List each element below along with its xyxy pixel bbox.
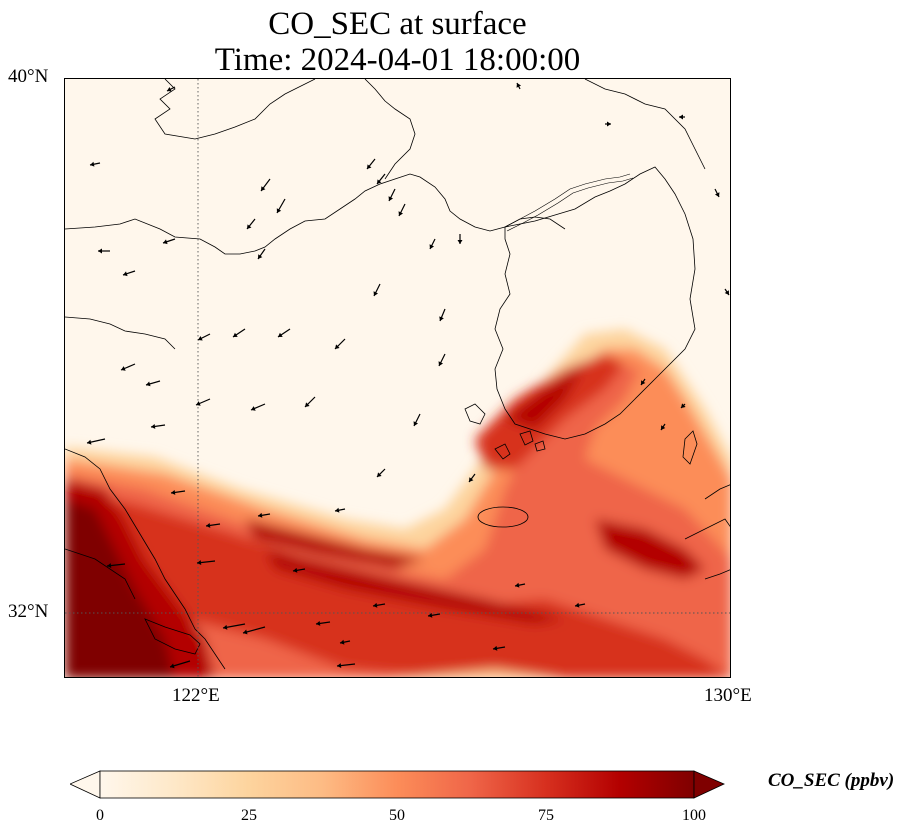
wind-arrow-head [367, 164, 372, 169]
wind-arrow-head [373, 291, 379, 296]
coastline [65, 79, 730, 670]
wind-arrow-head [681, 403, 686, 408]
wind-arrow-head [121, 366, 126, 371]
wind-arrow-head [515, 582, 520, 588]
wind-arrow-head [316, 620, 321, 626]
wind-arrow-head [223, 624, 228, 630]
wind-arrow-head [724, 290, 729, 295]
wind-arrow-head [293, 567, 298, 573]
wind-arrow-head [258, 512, 263, 518]
wind-arrow-head [340, 639, 345, 645]
wind-arrow-head [243, 629, 248, 635]
colorbar-label: CO_SEC (ppbv) [768, 770, 895, 791]
lon-tick-130e: 130°E [704, 685, 752, 706]
wind-arrow-head [198, 335, 203, 341]
wind-arrow-head [413, 421, 419, 426]
wind-arrow-head [251, 406, 256, 411]
wind-arrow-head [278, 332, 283, 337]
lon-tick-122e: 122°E [172, 685, 220, 706]
wind-arrow-head [661, 425, 666, 430]
wind-arrow-head [335, 507, 340, 513]
wind-arrow-head [714, 192, 720, 197]
wind-arrow-head [146, 381, 151, 387]
wind-arrow-head [98, 248, 102, 254]
colorbar [70, 770, 725, 799]
wind-arrow-head [373, 602, 378, 608]
wind-arrow-head [196, 401, 201, 406]
wind-arrow-head [469, 477, 474, 482]
wind-arrow-head [398, 211, 404, 216]
wind-arrow-head [641, 380, 646, 385]
wind-arrow-head [335, 344, 340, 349]
map-title: CO_SEC at surface [268, 6, 527, 42]
map-canvas [65, 79, 730, 677]
wind-arrow-head [575, 602, 580, 608]
wind-arrow-head [377, 472, 382, 477]
gridlines [65, 79, 730, 677]
colorbar-high-extend [693, 770, 725, 799]
wind-arrow-head [171, 489, 176, 495]
lat-tick-32n: 32°N [8, 601, 49, 622]
wind-arrow-head [439, 316, 444, 321]
wind-arrow-head [206, 522, 211, 528]
wind-arrow-head [516, 83, 522, 88]
colorbar-tick-0: 0 [96, 807, 104, 824]
wind-arrow-head [388, 196, 394, 201]
wind-arrow-head [261, 186, 266, 191]
wind-arrow-head [679, 114, 683, 120]
wind-arrow-head [428, 612, 433, 618]
wind-arrow-head [163, 239, 168, 245]
colorbar-bar [99, 770, 695, 799]
colorbar-tick-100: 100 [682, 807, 706, 824]
wind-arrow-head [87, 439, 92, 445]
wind-arrow-head [493, 645, 498, 651]
wind-arrow-head [151, 423, 156, 429]
lat-tick-40n: 40°N [8, 66, 49, 87]
wind-vectors [86, 82, 730, 669]
colorbar-tick-75: 75 [538, 807, 554, 824]
concentration-field [65, 329, 730, 677]
wind-arrow-head [607, 121, 611, 127]
wind-arrow-head [276, 208, 282, 213]
wind-arrow-head [90, 161, 95, 167]
wind-arrow-head [197, 560, 202, 566]
wind-arrow-head [429, 244, 435, 249]
wind-arrow-head [438, 361, 444, 366]
wind-arrow-head [170, 663, 175, 669]
colorbar-tick-25: 25 [241, 807, 257, 824]
wind-arrow-head [107, 563, 112, 569]
wind-arrow-head [457, 240, 463, 244]
colorbar-tick-50: 50 [389, 807, 405, 824]
wind-arrow-head [258, 254, 263, 259]
wind-arrow-head [123, 271, 128, 277]
wind-arrow-head [247, 224, 252, 229]
map-panel [64, 78, 731, 678]
map-subtitle-time: Time: 2024-04-01 18:00:00 [214, 42, 581, 78]
wind-arrow-head [337, 663, 342, 669]
wind-arrow-head [233, 332, 238, 337]
wind-arrow-head [377, 179, 382, 184]
wind-arrow-head [167, 86, 172, 92]
wind-arrow-head [305, 402, 310, 407]
colorbar-low-extend [70, 770, 101, 799]
